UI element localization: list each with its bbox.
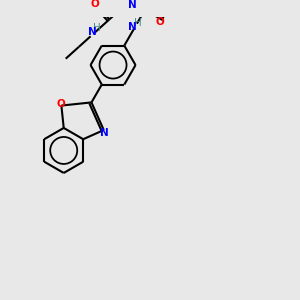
Text: O: O [56,99,65,109]
Text: N: N [128,22,137,32]
Text: N: N [88,27,97,37]
Text: O: O [156,17,164,27]
Text: O: O [90,0,99,9]
Text: H: H [93,23,101,34]
Text: N: N [100,128,109,138]
Text: H: H [134,18,141,28]
Text: N: N [128,0,136,10]
